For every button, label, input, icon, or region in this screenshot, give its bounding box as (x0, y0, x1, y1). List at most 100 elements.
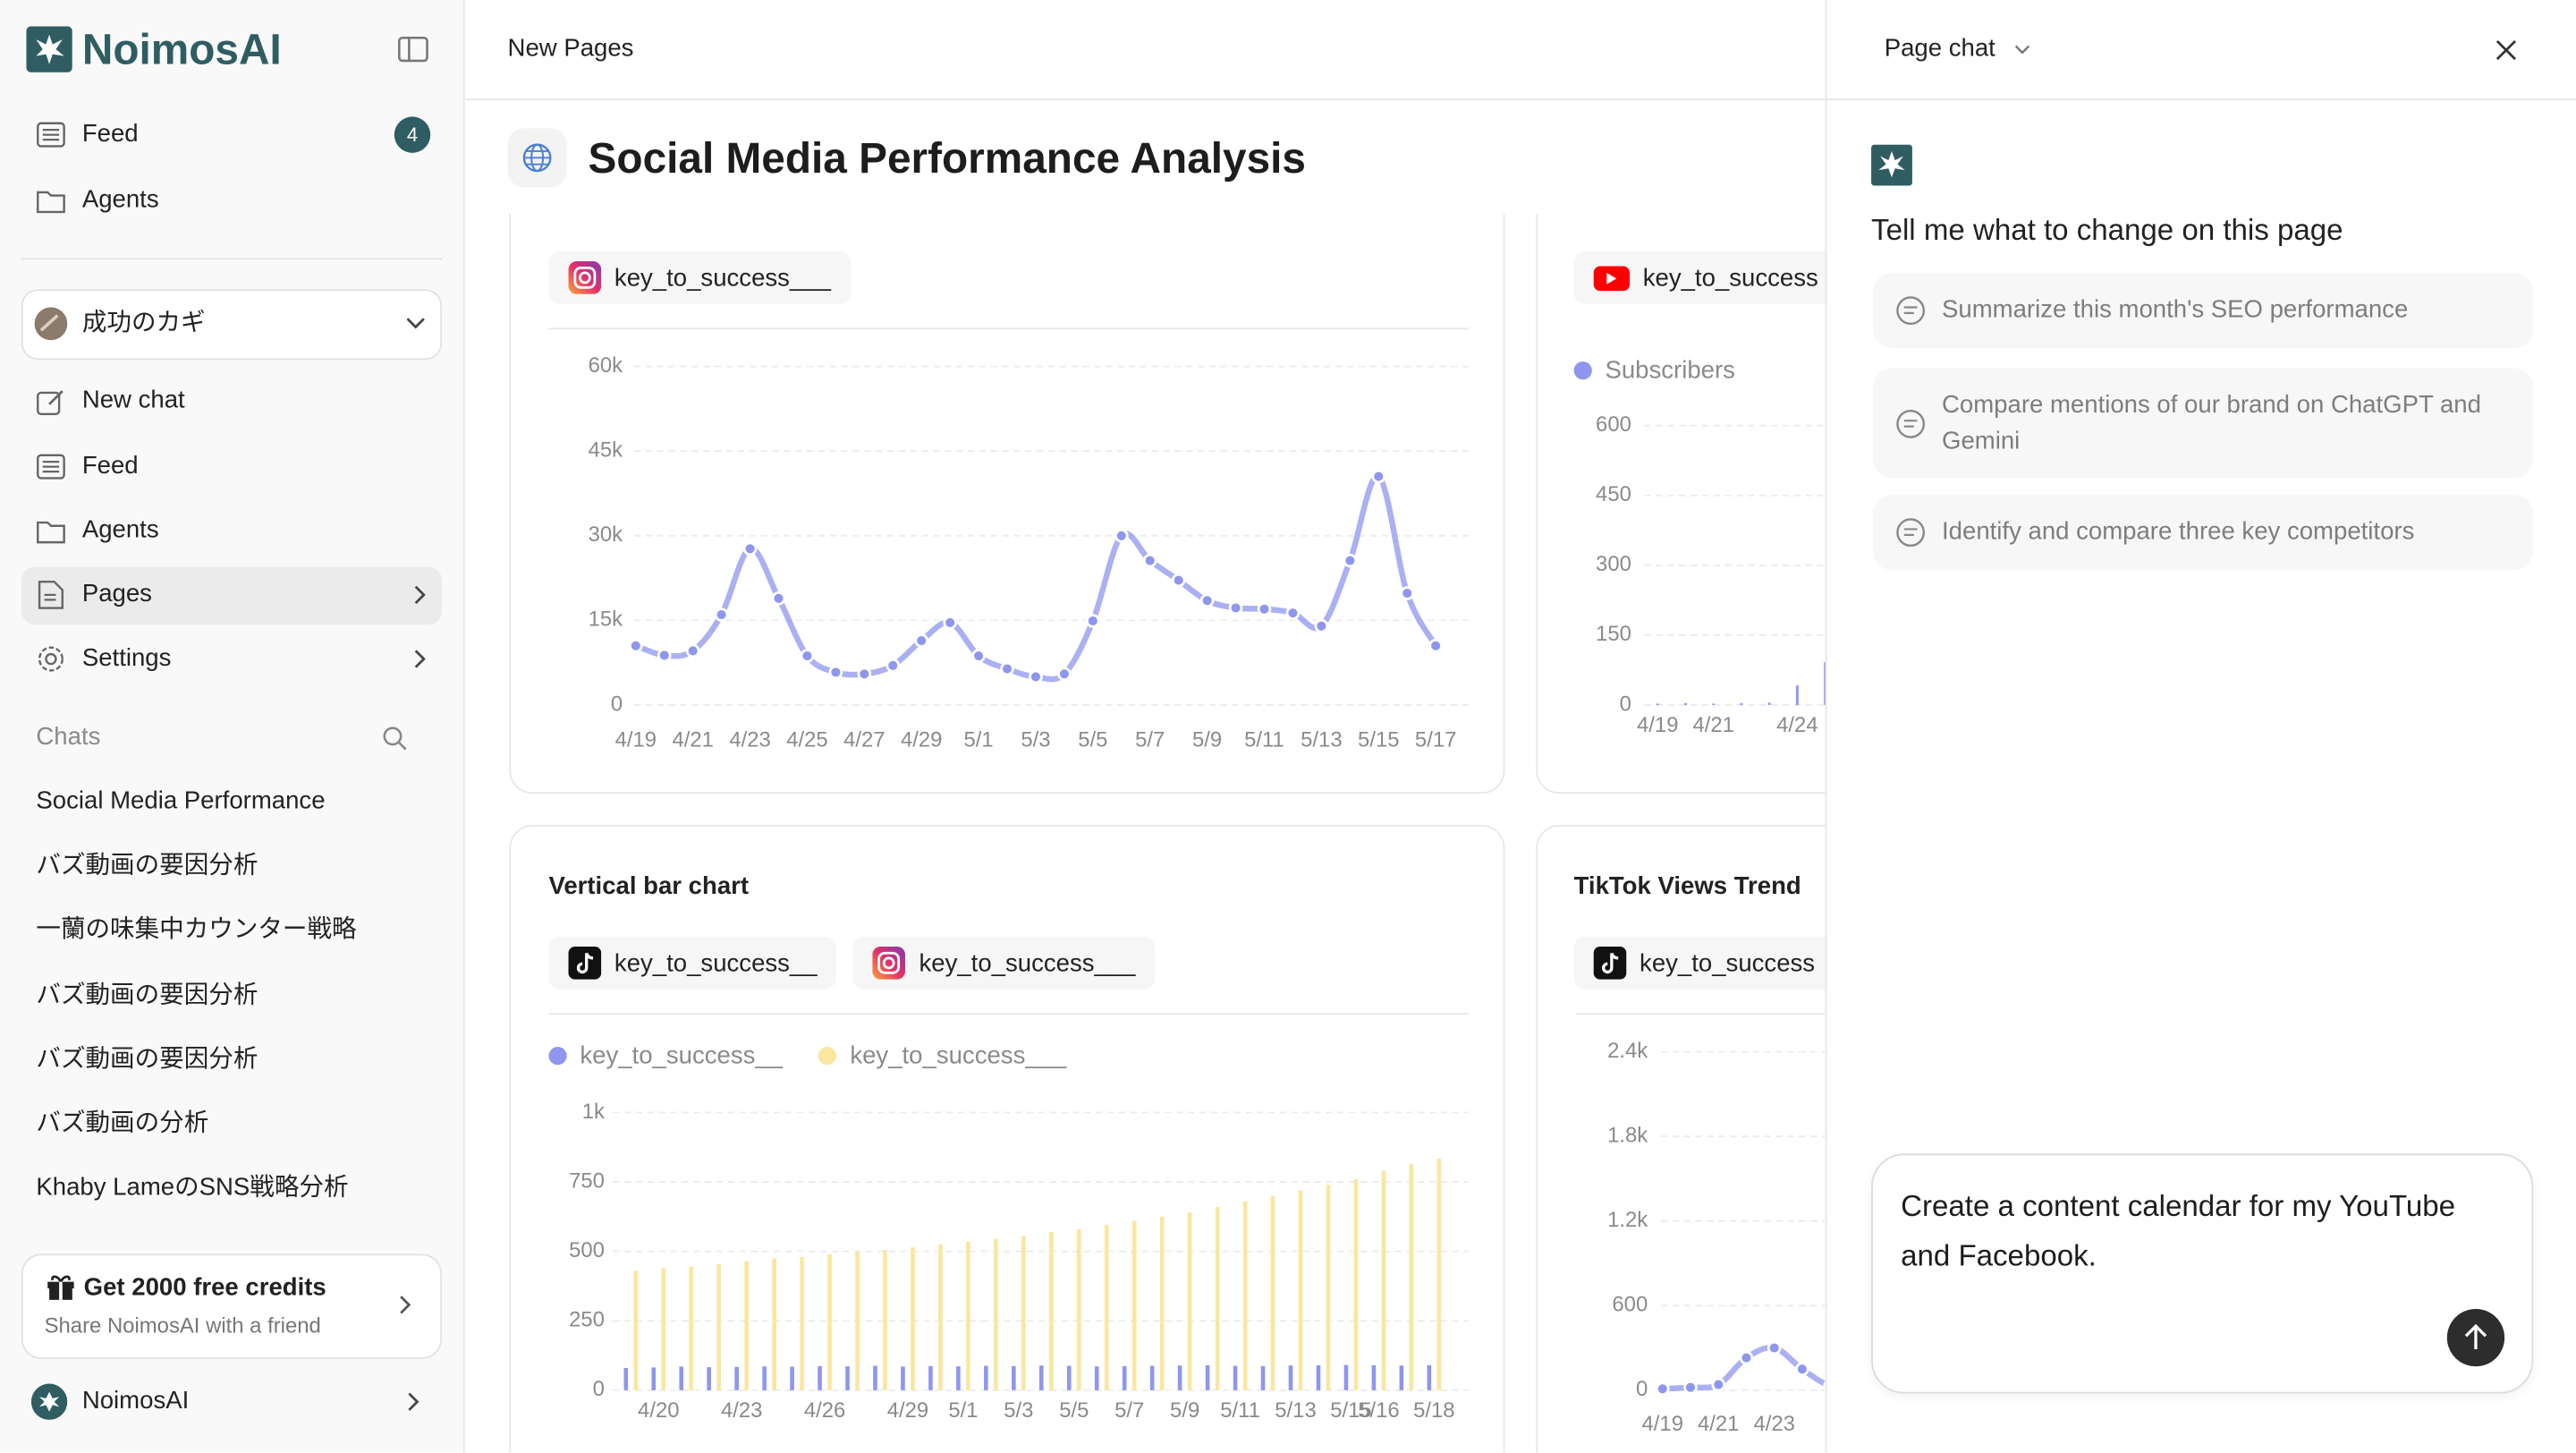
menu-item[interactable]: Feed (81, 452, 139, 480)
bar (1066, 1365, 1072, 1390)
search-button[interactable] (381, 725, 407, 751)
chart-card: 0 250 500 750 1k 4/20 4/23 4/26 4/29 5/1 5/3 5/5 5/7… (509, 825, 1505, 1453)
account-tag[interactable]: key_to_success (1573, 251, 1826, 304)
badge: 4 (394, 116, 431, 153)
y-tick-label: 45k (589, 438, 623, 462)
legend-label: key_to_success___ (850, 1041, 1067, 1069)
close-button[interactable] (2496, 39, 2517, 61)
page-title: Social Media Performance Analysis (588, 132, 1306, 183)
brand-logo (26, 26, 72, 72)
panel-title[interactable]: Page chat (1884, 34, 1996, 63)
bar (1399, 1365, 1404, 1390)
promo-card[interactable] (21, 1253, 443, 1359)
chat-panel: Page chat Tell me what to change on this… (1825, 0, 2576, 1453)
send-button[interactable] (2446, 1308, 2505, 1367)
menu-item[interactable]: Settings (81, 643, 172, 673)
suggestion[interactable]: Identify and compare three key competito… (1872, 494, 2534, 571)
point (771, 591, 786, 606)
chat-item[interactable]: バズ動画の要因分析 (36, 1045, 258, 1074)
x-tick-label: 4/21 (1692, 713, 1733, 737)
account-tag[interactable]: key_to_success (1573, 936, 1826, 990)
bar (1353, 1178, 1359, 1390)
account-name[interactable]: NoimosAI (81, 1387, 190, 1415)
chat-item[interactable]: 一蘭の味集中カウンター戦略 (36, 915, 357, 944)
suggestion[interactable]: Compare mentions of our brand on ChatGPT… (1872, 368, 2534, 479)
x-tick-label: 5/16 (1358, 1398, 1399, 1423)
chat-item[interactable]: バズ動画の要因分析 (36, 981, 258, 1009)
point (1285, 606, 1301, 620)
x-tick-label: 5/13 (1301, 728, 1342, 752)
bar (744, 1261, 749, 1390)
bar (1436, 1158, 1442, 1390)
icon-bg (568, 261, 602, 294)
bar (1021, 1236, 1026, 1390)
point (971, 649, 986, 663)
chat-item[interactable]: Khaby LameのSNS戦略分析 (36, 1173, 349, 1202)
bar (1270, 1195, 1275, 1390)
account-tag[interactable]: key_to_success__ (548, 936, 837, 990)
prompt: Tell me what to change on this page (1871, 213, 2343, 247)
nav-item[interactable]: Agents (81, 185, 159, 214)
chart-card: 0 150 300 450 600 4/19 4/21 4/24 key_to_success S… (1536, 181, 1826, 794)
x-tick-label: 5/17 (1415, 728, 1456, 752)
bar (1343, 1364, 1349, 1390)
point (1428, 638, 1443, 653)
bar (734, 1366, 739, 1390)
tag-label: key_to_success (1642, 263, 1818, 293)
chat-icon (1896, 296, 1926, 326)
point (1029, 669, 1043, 684)
assistant-logo (1871, 144, 1912, 186)
point (1823, 1381, 1826, 1391)
x-tick-label: 4/29 (901, 728, 942, 752)
menu-item[interactable]: Pages (81, 580, 152, 608)
x-tick-label: 4/23 (721, 1398, 762, 1423)
bar (790, 1366, 794, 1390)
account-tag[interactable]: key_to_success___ (853, 936, 1156, 990)
point (1371, 469, 1386, 484)
legend-swatch (818, 1046, 837, 1065)
chevron-right (414, 650, 426, 668)
menu-item[interactable]: New chat (81, 386, 185, 414)
suggestion[interactable]: Summarize this month's SEO performance (1872, 272, 2534, 349)
y-tick-label: 450 (1596, 482, 1631, 506)
x-tick-label: 4/21 (1698, 1412, 1739, 1436)
x-tick-label: 5/13 (1275, 1398, 1316, 1423)
workspace-switcher[interactable] (21, 289, 443, 361)
x-tick-label: 5/1 (948, 1398, 978, 1423)
tag-row: key_to_success (1573, 251, 1826, 304)
x-tick-label: 4/19 (615, 728, 657, 752)
menu-item[interactable]: Agents (81, 515, 159, 544)
chevron-down (406, 318, 425, 329)
bar (1712, 703, 1716, 705)
chat-item[interactable]: バズ動画の要因分析 (36, 851, 258, 879)
bar (1409, 1163, 1414, 1390)
bar (1233, 1365, 1238, 1390)
account-tag[interactable]: key_to_success___ (548, 251, 851, 304)
input-text[interactable]: Create a content calendar for my YouTube… (1901, 1189, 2456, 1272)
divider (21, 258, 443, 260)
chart-title: TikTok Views Trend (1573, 872, 1801, 901)
chat-icon (1896, 518, 1926, 547)
new-chat-icon (37, 390, 64, 416)
suggestion-text: Compare mentions of our brand on ChatGPT… (1942, 390, 2481, 455)
y-tick-label: 500 (569, 1238, 605, 1262)
youtube-icon (1593, 266, 1631, 292)
bar (855, 1251, 860, 1390)
point (886, 659, 901, 673)
x-tick-label: 4/19 (1637, 713, 1678, 737)
legend-swatch (1573, 361, 1592, 379)
y-tick-label: 750 (569, 1168, 605, 1193)
tag-row: key_to_success___ (548, 251, 851, 304)
chat-item[interactable]: Social Media Performance (36, 786, 326, 816)
bar (651, 1367, 657, 1390)
y-tick-label: 0 (611, 692, 623, 716)
gift-icon (47, 1275, 74, 1300)
bar (1205, 1364, 1210, 1390)
chat-item[interactable]: バズ動画の分析 (36, 1109, 209, 1138)
collapse-button[interactable] (397, 36, 428, 63)
nav-item[interactable]: Feed (81, 120, 139, 149)
x-tick-label: 4/27 (843, 728, 885, 752)
bar (901, 1366, 905, 1390)
chat-input[interactable]: Create a content calendar for my YouTube… (1871, 1153, 2534, 1394)
